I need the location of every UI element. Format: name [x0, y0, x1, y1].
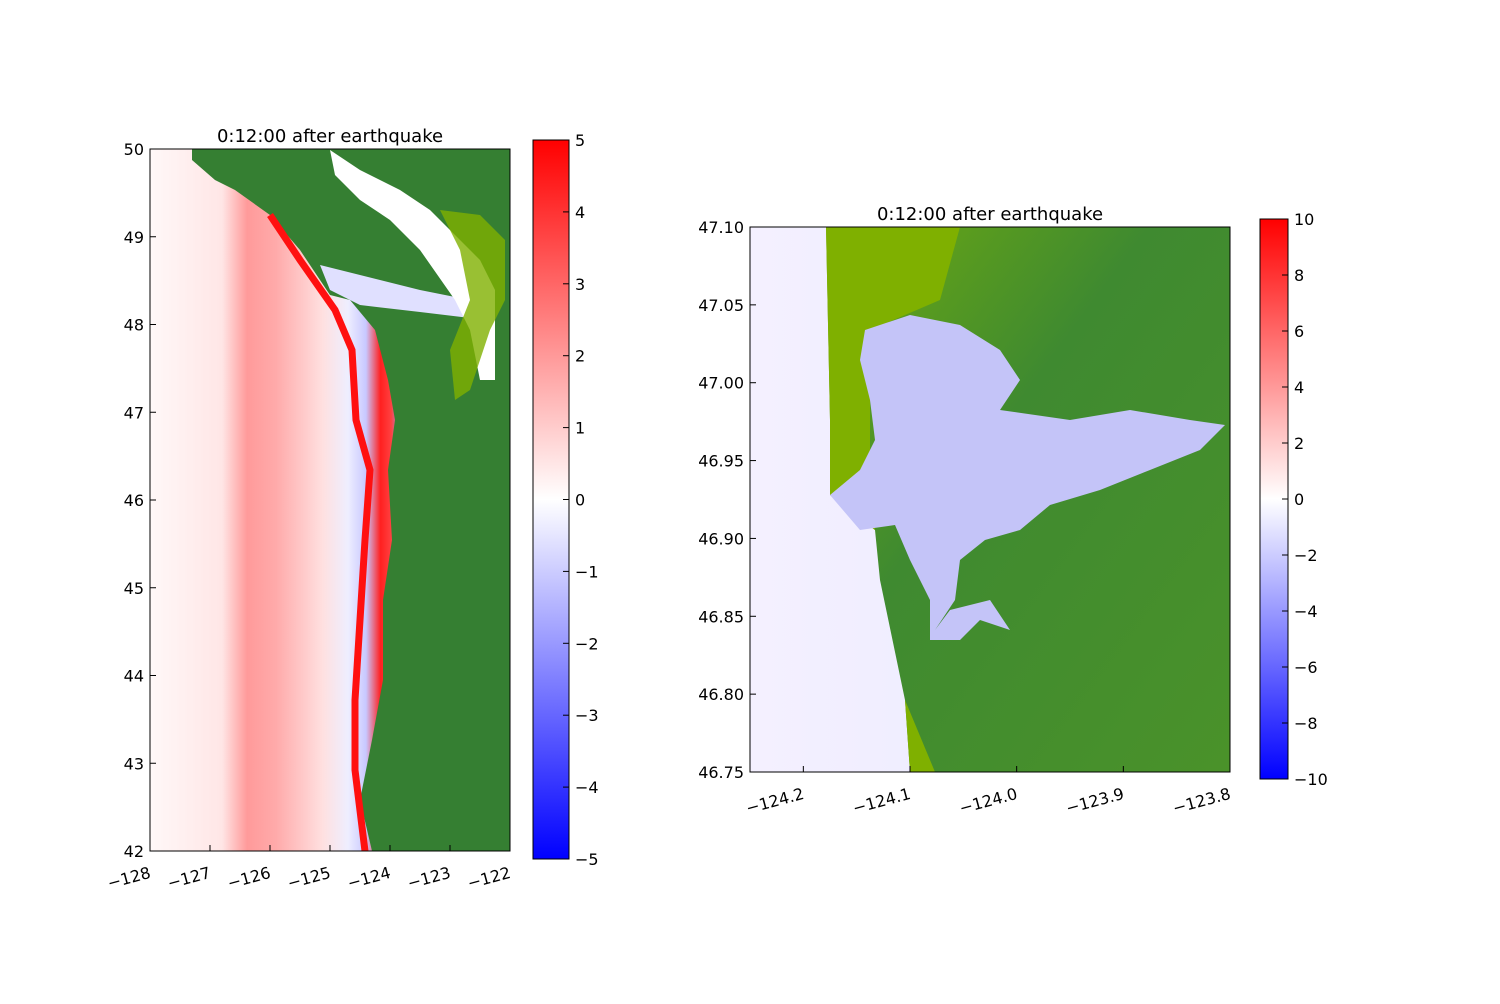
- left-map-panel: 0:12:00 after earthquake −128 −127 −126 −12…: [105, 126, 598, 893]
- colorbar-tick-label: 3: [575, 275, 585, 294]
- inland-water: [330, 150, 495, 380]
- red-wavefront: [267, 213, 374, 851]
- y-tick-label: 46.95: [698, 452, 744, 471]
- colorbar-tick-label: −4: [575, 778, 599, 797]
- colorbar-tick-label: −10: [1294, 770, 1328, 789]
- left-heatmap: [150, 149, 510, 851]
- colorbar-tick-label: 8: [1294, 266, 1304, 285]
- coastal-strip: [826, 227, 960, 772]
- right-title: 0:12:00 after earthquake: [877, 204, 1103, 225]
- colorbar-tick-label: −5: [575, 850, 599, 869]
- colorbar-tick-label: −3: [575, 706, 599, 725]
- x-tick-label: −123.9: [1064, 784, 1126, 818]
- colorbar-tick-label: 2: [575, 347, 585, 366]
- colorbar-tick-label: −1: [575, 562, 599, 581]
- y-tick-label: 48: [124, 316, 144, 335]
- colorbar-tick-label: 4: [575, 203, 585, 222]
- left-colorbar-ticks: −5 −4 −3 −2 −1 0 1 2 3 4 5: [563, 131, 599, 869]
- y-tick-label: 49: [124, 228, 144, 247]
- y-tick-label: 46.75: [698, 763, 744, 782]
- colorbar-tick-label: −8: [1294, 714, 1318, 733]
- colorbar-tick-label: 6: [1294, 322, 1304, 341]
- land-mass: [192, 149, 510, 851]
- colorbar-tick-label: 2: [1294, 434, 1304, 453]
- x-tick-label: −122: [465, 863, 512, 893]
- x-tick-label: −124.1: [851, 784, 913, 818]
- strait-water: [320, 265, 495, 318]
- colorbar-tick-label: 0: [575, 491, 585, 510]
- colorbar-tick-label: −2: [575, 634, 599, 653]
- y-tick-label: 46.90: [698, 529, 744, 548]
- y-tick-label: 45: [124, 579, 144, 598]
- y-tick-label: 47.00: [698, 374, 744, 393]
- y-tick-label: 44: [124, 667, 144, 686]
- y-tick-label: 47: [124, 403, 144, 422]
- y-tick-label: 47.10: [698, 218, 744, 237]
- left-x-axis: −128 −127 −126 −125 −124 −123 −122: [105, 845, 513, 893]
- bay-water: [830, 315, 1225, 640]
- x-tick-label: −124: [345, 863, 392, 893]
- y-tick-label: 46.85: [698, 607, 744, 626]
- right-y-axis: 46.75 46.80 46.85 46.90 46.95 47.00 47.05 47.10: [698, 218, 756, 782]
- x-tick-label: −125: [285, 863, 332, 893]
- x-tick-label: −124.0: [957, 784, 1019, 818]
- left-y-axis: 42 43 44 45 46 47 48 49 50: [124, 140, 156, 861]
- x-tick-label: −127: [165, 863, 212, 893]
- y-tick-label: 50: [124, 140, 144, 159]
- left-title: 0:12:00 after earthquake: [217, 126, 443, 147]
- colorbar-tick-label: 0: [1294, 490, 1304, 509]
- colorbar-tick-label: −6: [1294, 658, 1318, 677]
- y-tick-label: 46: [124, 491, 144, 510]
- colorbar-tick-label: 10: [1294, 210, 1314, 229]
- x-tick-label: −123.8: [1171, 784, 1233, 818]
- colorbar-tick-label: −2: [1294, 546, 1318, 565]
- right-x-axis: −124.2 −124.1 −124.0 −123.9 −123.8: [744, 766, 1233, 818]
- y-tick-label: 43: [124, 754, 144, 773]
- y-tick-label: 47.05: [698, 296, 744, 315]
- right-heatmap: [750, 227, 1230, 772]
- x-tick-label: −124.2: [744, 784, 806, 818]
- right-colorbar-ticks: −10 −8 −6 −4 −2 0 2 4 6 8 10: [1282, 210, 1328, 789]
- colorbar-tick-label: −4: [1294, 602, 1318, 621]
- x-tick-label: −123: [405, 863, 452, 893]
- x-tick-label: −128: [105, 863, 152, 893]
- y-tick-label: 42: [124, 842, 144, 861]
- coastal-lowland: [440, 210, 505, 400]
- right-axes-frame: [749, 226, 1231, 773]
- colorbar-tick-label: 5: [575, 131, 585, 150]
- colorbar-tick-label: 1: [575, 419, 585, 438]
- colorbar-tick-label: 4: [1294, 378, 1304, 397]
- right-map-panel: 0:12:00 after earthquake −124.2 −124.1 −12…: [698, 204, 1328, 818]
- y-tick-label: 46.80: [698, 685, 744, 704]
- x-tick-label: −126: [225, 863, 272, 893]
